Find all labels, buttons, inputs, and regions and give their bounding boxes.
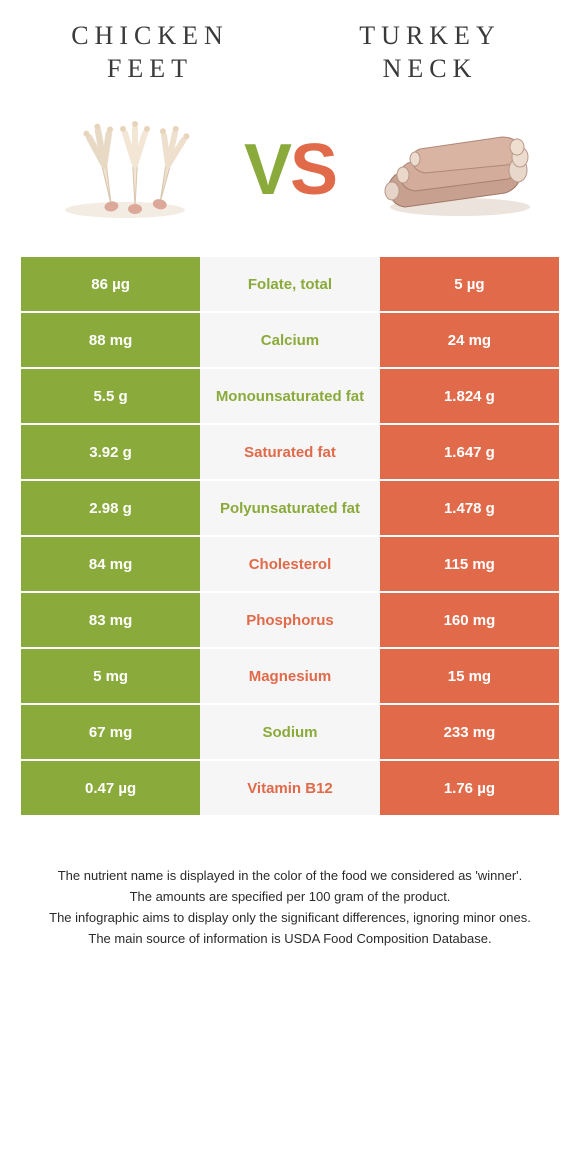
right-value: 24 mg — [380, 313, 559, 367]
right-value: 1.647 g — [380, 425, 559, 479]
nutrient-label: Calcium — [200, 313, 380, 367]
turkey-neck-icon — [370, 115, 540, 225]
table-row: 83 mgPhosphorus160 mg — [21, 593, 559, 647]
nutrient-label: Folate, total — [200, 257, 380, 311]
right-value: 1.824 g — [380, 369, 559, 423]
nutrient-label: Magnesium — [200, 649, 380, 703]
right-value: 115 mg — [380, 537, 559, 591]
left-value: 3.92 g — [21, 425, 200, 479]
footer-line-1: The nutrient name is displayed in the co… — [40, 867, 540, 886]
table-row: 67 mgSodium233 mg — [21, 705, 559, 759]
table-row: 2.98 gPolyunsaturated fat1.478 g — [21, 481, 559, 535]
chicken-feet-icon — [40, 115, 210, 225]
vs-row: VS — [0, 115, 580, 255]
table-row: 3.92 gSaturated fat1.647 g — [21, 425, 559, 479]
nutrient-table: 86 µgFolate, total5 µg88 mgCalcium24 mg5… — [21, 255, 559, 817]
left-value: 67 mg — [21, 705, 200, 759]
left-title-line2: FEET — [107, 54, 193, 83]
nutrient-label: Phosphorus — [200, 593, 380, 647]
vs-s: S — [290, 130, 336, 210]
vs-label: VS — [244, 129, 336, 211]
nutrient-label: Polyunsaturated fat — [200, 481, 380, 535]
left-value: 5 mg — [21, 649, 200, 703]
nutrient-label: Vitamin B12 — [200, 761, 380, 815]
right-title-line1: TURKEY — [359, 21, 500, 50]
right-title: TURKEY NECK — [330, 20, 530, 85]
left-value: 86 µg — [21, 257, 200, 311]
footer-line-3: The infographic aims to display only the… — [40, 909, 540, 928]
right-value: 1.76 µg — [380, 761, 559, 815]
nutrient-label: Saturated fat — [200, 425, 380, 479]
left-title-line1: CHICKEN — [71, 21, 229, 50]
table-row: 5 mgMagnesium15 mg — [21, 649, 559, 703]
right-title-line2: NECK — [383, 54, 478, 83]
right-value: 15 mg — [380, 649, 559, 703]
nutrient-label: Sodium — [200, 705, 380, 759]
right-value: 1.478 g — [380, 481, 559, 535]
titles-row: CHICKEN FEET TURKEY NECK — [0, 20, 580, 85]
table-row: 5.5 gMonounsaturated fat1.824 g — [21, 369, 559, 423]
table-row: 86 µgFolate, total5 µg — [21, 257, 559, 311]
table-row: 84 mgCholesterol115 mg — [21, 537, 559, 591]
right-value: 160 mg — [380, 593, 559, 647]
table-row: 0.47 µgVitamin B121.76 µg — [21, 761, 559, 815]
vs-v: V — [244, 130, 290, 210]
left-value: 88 mg — [21, 313, 200, 367]
table-row: 88 mgCalcium24 mg — [21, 313, 559, 367]
left-value: 5.5 g — [21, 369, 200, 423]
left-value: 83 mg — [21, 593, 200, 647]
nutrient-label: Cholesterol — [200, 537, 380, 591]
footer-line-2: The amounts are specified per 100 gram o… — [40, 888, 540, 907]
left-title: CHICKEN FEET — [50, 20, 250, 85]
right-value: 233 mg — [380, 705, 559, 759]
footer-line-4: The main source of information is USDA F… — [40, 930, 540, 949]
left-value: 0.47 µg — [21, 761, 200, 815]
nutrient-label: Monounsaturated fat — [200, 369, 380, 423]
left-value: 2.98 g — [21, 481, 200, 535]
footer-notes: The nutrient name is displayed in the co… — [40, 867, 540, 948]
left-value: 84 mg — [21, 537, 200, 591]
right-value: 5 µg — [380, 257, 559, 311]
